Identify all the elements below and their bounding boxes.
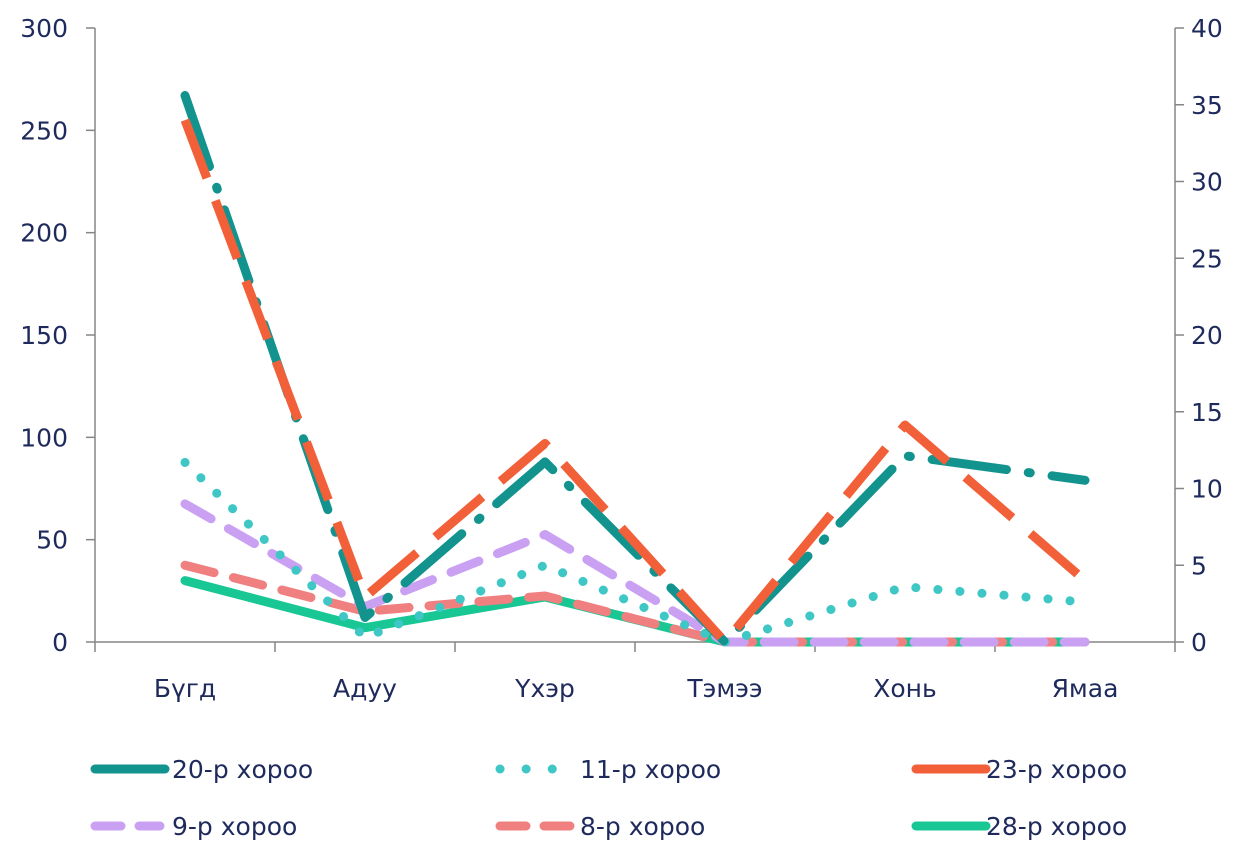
x-tick-label: Үхэр [514,674,575,703]
series-line-9 [180,499,1090,647]
right-y-axis: 0 5 10 15 20 25 30 35 40 [1175,14,1223,657]
right-tick-label: 20 [1191,321,1223,350]
right-tick-label: 10 [1191,475,1223,504]
left-tick-label: 50 [36,526,68,555]
legend-label: 28-р хороо [986,812,1127,841]
legend-label: 8-р хороо [580,812,705,841]
left-tick-label: 0 [52,628,68,657]
left-tick-label: 300 [20,14,68,43]
series-line-11 [180,457,1090,647]
legend-label: 9-р хороо [172,812,297,841]
x-axis: Бүгд Адуу Үхэр Тэмээ Хонь Ямаа [94,642,1176,703]
left-tick-label: 100 [20,423,68,452]
x-tick-label: Ямаа [1052,674,1119,703]
legend-label: 23-р хороо [986,755,1127,784]
left-tick-label: 150 [20,321,68,350]
right-tick-label: 40 [1191,14,1223,43]
legend-label: 20-р хороо [172,755,313,784]
x-tick-label: Бүгд [154,674,216,703]
x-tick-label: Тэмээ [686,674,762,703]
series-line-20 [180,91,1090,647]
x-tick-label: Адуу [333,674,397,703]
left-tick-label: 250 [20,116,68,145]
right-tick-label: 0 [1191,628,1207,657]
series-lines [180,91,1090,647]
right-tick-label: 15 [1191,398,1223,427]
x-tick-label: Хонь [873,674,937,703]
legend-label: 11-р хороо [580,755,721,784]
series-line-23 [180,118,1088,647]
right-tick-label: 5 [1191,551,1207,580]
right-tick-label: 25 [1191,244,1223,273]
left-y-axis: 0 50 100 150 200 250 300 [20,14,95,657]
right-tick-label: 35 [1191,91,1223,120]
right-tick-label: 30 [1191,168,1223,197]
legend: 20-р хороо 11-р хороо 23-р хороо 9-р хороо 8… [90,755,1127,841]
left-tick-label: 200 [20,219,68,248]
